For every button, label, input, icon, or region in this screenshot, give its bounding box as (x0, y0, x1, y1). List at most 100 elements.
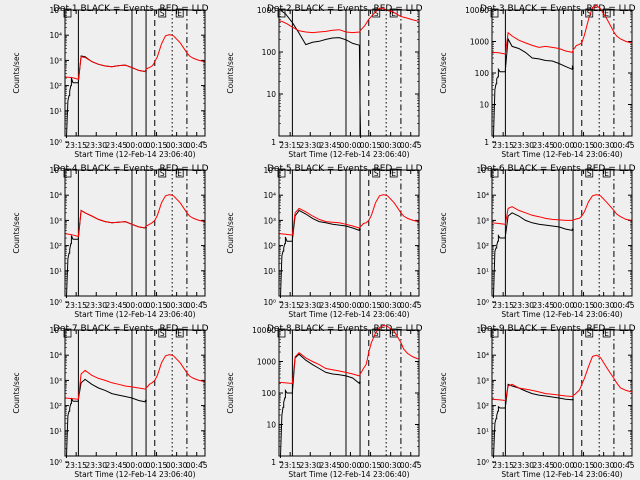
y-tick-label: 1000 (470, 38, 489, 47)
marker-label-end: E (604, 169, 609, 178)
marker-label-start: S (160, 9, 165, 18)
y-tick-label: 1000 (257, 6, 276, 15)
series-lld-line (279, 194, 419, 236)
marker-label-end: E (391, 329, 396, 338)
marker-label-end: E (391, 169, 396, 178)
y-tick-label: 10² (263, 242, 276, 251)
corner-marker-box (277, 328, 286, 338)
plot-frame (278, 329, 420, 457)
marker-label-end: E (604, 9, 609, 18)
corner-marker-box (63, 168, 72, 178)
y-tick-label: 10 (479, 101, 489, 110)
x-tick-label: 23:15 (65, 141, 87, 150)
x-axis-label: Start Time (12-Feb-14 23:06:40) (288, 150, 409, 159)
x-tick-label: 23:45 (106, 301, 128, 310)
x-tick-label: 23:30 (85, 461, 107, 470)
y-tick-label: 10⁰ (49, 138, 62, 147)
panel-det-6: Det 6 BLACK = Events, RED = LLD Counts/se… (439, 164, 636, 319)
plot-frame (64, 329, 206, 457)
marker-label-end: E (604, 329, 609, 338)
y-tick-label: 10¹ (49, 427, 62, 436)
x-tick-label: 00:15 (146, 461, 168, 470)
x-axis-label: Start Time (12-Feb-14 23:06:40) (288, 470, 409, 479)
x-tick-label: 23:45 (320, 141, 342, 150)
x-tick-label: 00:45 (400, 461, 422, 470)
panel-title: Det 8 BLACK = Events, RED = LLD (267, 324, 423, 334)
y-tick-label: 10² (49, 402, 62, 411)
x-tick-label: 23:15 (492, 301, 514, 310)
series-events-line (279, 9, 362, 138)
y-tick-label: 10 (266, 90, 276, 99)
x-tick-label: 23:30 (512, 461, 534, 470)
y-tick-label: 10¹ (49, 267, 62, 276)
x-tick-label: 00:30 (380, 461, 402, 470)
plot-frame (278, 9, 420, 137)
x-tick-label: 00:45 (186, 141, 208, 150)
series-events-line (279, 353, 361, 458)
x-tick-label: 00:00 (126, 141, 148, 150)
marker-box (372, 168, 381, 178)
y-tick-label: 10⁴ (476, 191, 489, 200)
x-tick-label: 00:30 (380, 301, 402, 310)
corner-marker-box (490, 8, 499, 18)
plot-frame (491, 9, 633, 137)
y-tick-label: 10⁵ (49, 166, 62, 175)
y-tick-label: 10³ (49, 216, 62, 225)
y-tick-label: 10¹ (476, 427, 489, 436)
y-tick-label: 10⁰ (49, 458, 62, 467)
x-tick-label: 00:30 (593, 141, 615, 150)
series-lld-line (65, 354, 205, 400)
y-axis-label: Counts/sec (226, 52, 235, 93)
corner-marker-box (490, 328, 499, 338)
marker-label-start: S (374, 9, 379, 18)
x-tick-label: 00:30 (380, 141, 402, 150)
series-lld-line (279, 7, 419, 34)
x-axis-label: Start Time (12-Feb-14 23:06:40) (74, 310, 195, 319)
marker-box (372, 8, 381, 18)
x-axis-label: Start Time (12-Feb-14 23:06:40) (288, 310, 409, 319)
panel-det-9: Det 9 BLACK = Events, RED = LLD Counts/se… (439, 324, 636, 479)
x-tick-label: 23:30 (85, 301, 107, 310)
panel-title: Det 6 BLACK = Events, RED = LLD (480, 164, 636, 174)
y-tick-label: 100 (475, 69, 490, 78)
x-tick-label: 23:45 (320, 461, 342, 470)
x-tick-label: 00:45 (613, 301, 635, 310)
x-tick-label: 00:15 (360, 461, 382, 470)
series-events-line (279, 209, 361, 298)
x-tick-label: 23:30 (512, 301, 534, 310)
x-tick-label: 00:00 (553, 461, 575, 470)
x-tick-label: 00:45 (186, 461, 208, 470)
y-axis-label: Counts/sec (12, 52, 21, 93)
y-tick-label: 10⁴ (49, 351, 62, 360)
x-axis-label: Start Time (12-Feb-14 23:06:40) (501, 470, 622, 479)
y-tick-label: 10² (476, 402, 489, 411)
x-axis-label: Start Time (12-Feb-14 23:06:40) (74, 470, 195, 479)
y-tick-label: 10¹ (476, 267, 489, 276)
x-tick-label: 23:15 (279, 301, 301, 310)
y-tick-label: 10³ (263, 216, 276, 225)
marker-box (158, 168, 167, 178)
marker-box (372, 328, 381, 338)
marker-label-start: S (587, 169, 592, 178)
x-tick-label: 00:00 (126, 461, 148, 470)
series-lld-line (279, 324, 419, 385)
marker-box (585, 168, 594, 178)
x-tick-label: 23:15 (492, 461, 514, 470)
x-tick-label: 23:15 (279, 461, 301, 470)
marker-box (602, 168, 611, 178)
x-tick-label: 00:00 (340, 141, 362, 150)
y-tick-label: 10² (49, 242, 62, 251)
x-tick-label: 00:30 (166, 141, 188, 150)
x-axis-label: Start Time (12-Feb-14 23:06:40) (74, 150, 195, 159)
marker-label-start: S (587, 9, 592, 18)
panel-det-4: Det 4 BLACK = Events, RED = LLD Counts/se… (12, 164, 209, 319)
marker-label-start: S (160, 329, 165, 338)
series-events-line (492, 212, 574, 298)
y-tick-label: 10 (266, 421, 276, 430)
corner-marker-box (63, 8, 72, 18)
corner-marker-box (277, 168, 286, 178)
plot-frame (64, 169, 206, 297)
corner-marker-box (63, 328, 72, 338)
x-tick-label: 23:45 (106, 141, 128, 150)
y-tick-label: 1 (484, 138, 489, 147)
